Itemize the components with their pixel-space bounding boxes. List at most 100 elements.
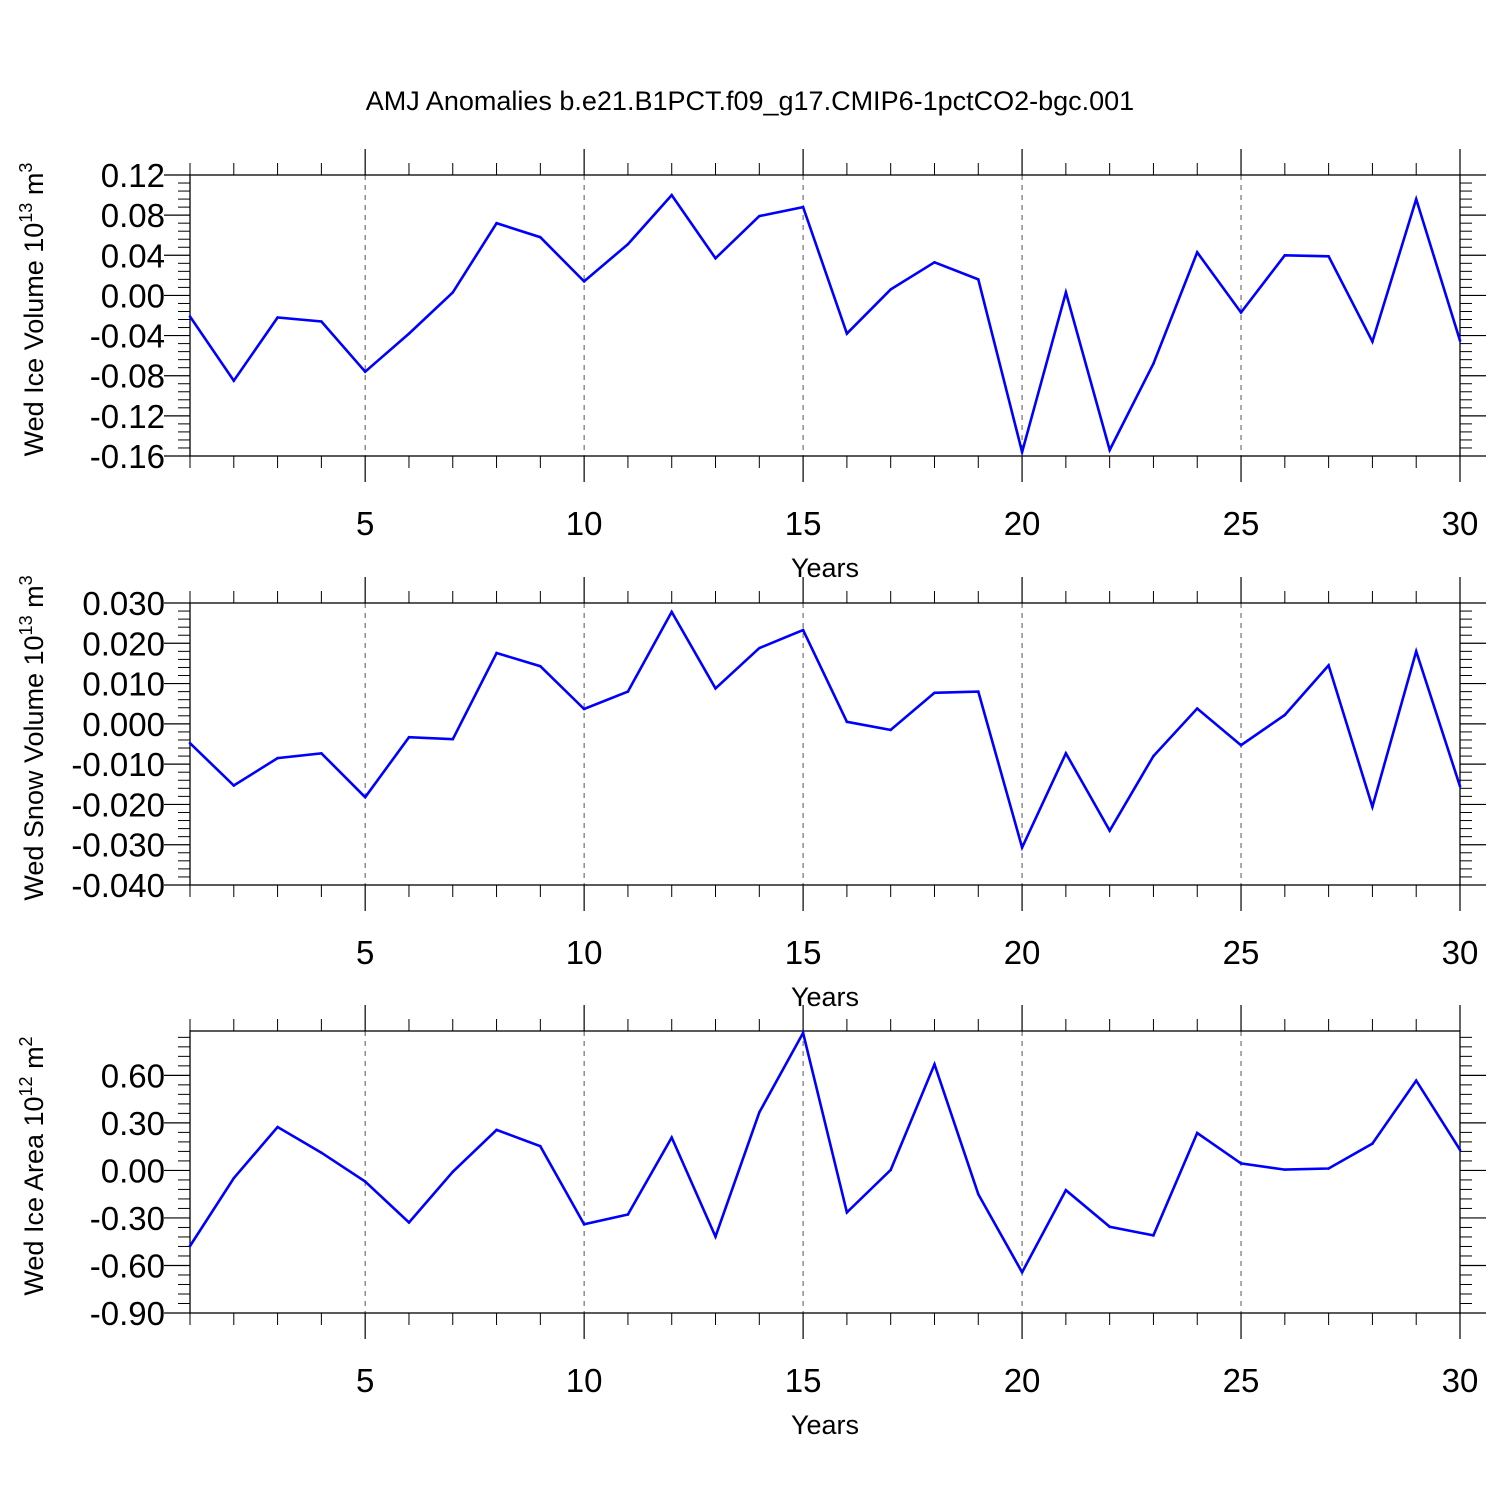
data-point: [1283, 713, 1287, 717]
y-tick-label: 0.030: [82, 585, 165, 622]
data-point: [407, 1221, 411, 1224]
data-point: [1371, 1142, 1374, 1145]
x-tick-label: 5: [356, 1362, 374, 1399]
data-point: [582, 280, 586, 283]
data-point: [1371, 340, 1374, 343]
y-tick-label: 0.00: [101, 277, 165, 314]
y-tick-label: -0.010: [71, 746, 165, 783]
y-tick-label: -0.08: [90, 358, 165, 395]
data-point: [933, 261, 936, 264]
data-point: [1414, 1079, 1418, 1082]
data-point: [1239, 743, 1243, 747]
data-point: [1108, 829, 1111, 832]
data-point: [1414, 197, 1418, 201]
data-point: [845, 720, 849, 724]
data-point: [451, 1170, 455, 1174]
data-point: [1195, 707, 1199, 710]
y-tick-label: 0.000: [82, 706, 165, 743]
x-tick-label: 10: [566, 934, 603, 971]
data-point: [407, 332, 411, 335]
x-tick-label: 5: [356, 934, 374, 971]
data-point: [363, 795, 367, 799]
y-tick-label: -0.60: [90, 1247, 165, 1284]
data-point: [626, 242, 630, 246]
x-tick-label: 10: [566, 1362, 603, 1399]
data-point: [933, 691, 936, 695]
x-tick-label: 15: [785, 505, 822, 542]
y-tick-label: -0.30: [90, 1200, 165, 1237]
x-axis-label: Years: [791, 982, 859, 1012]
data-point: [407, 735, 411, 739]
data-point: [758, 1111, 761, 1114]
y-tick-label: 0.08: [101, 197, 165, 234]
data-point: [1108, 1225, 1111, 1229]
y-tick-label: 0.12: [101, 157, 165, 194]
snow-volume-series-line: [189, 609, 1462, 852]
x-tick-label: 15: [785, 1362, 822, 1399]
data-point: [714, 687, 717, 690]
x-tick-label: 30: [1442, 505, 1479, 542]
plot-frame: [189, 602, 1461, 886]
data-point: [889, 288, 892, 291]
data-point: [670, 193, 674, 197]
y-axis-label: Wed Ice Area 1012 m2: [16, 1036, 49, 1295]
data-point: [1152, 1234, 1155, 1237]
data-point: [582, 707, 586, 711]
data-point: [1064, 1188, 1068, 1192]
data-point: [539, 1144, 542, 1148]
data-point: [1064, 291, 1068, 294]
data-point: [670, 1136, 674, 1139]
data-point: [232, 379, 236, 383]
x-tick-label: 30: [1442, 1362, 1479, 1399]
x-axis-label: Years: [791, 1410, 859, 1440]
y-tick-label: -0.020: [71, 786, 165, 823]
data-point: [1020, 450, 1024, 454]
data-point: [188, 741, 192, 745]
data-point: [889, 728, 892, 732]
y-axis-label: Wed Ice Volume 1013 m3: [16, 163, 49, 457]
data-point: [1108, 448, 1111, 452]
ice-area-series-line: [188, 1029, 1462, 1276]
data-point: [451, 291, 455, 294]
data-point: [976, 278, 980, 281]
data-point: [188, 1244, 192, 1248]
y-tick-label: 0.60: [101, 1057, 165, 1094]
data-point: [670, 610, 674, 614]
data-point: [714, 1235, 717, 1238]
data-point: [845, 1211, 849, 1214]
y-axis-label: Wed Snow Volume 1013 m3: [16, 575, 49, 900]
y-tick-label: -0.16: [90, 438, 165, 475]
data-point: [1064, 751, 1068, 755]
data-point: [539, 664, 542, 668]
x-tick-label: 25: [1223, 1362, 1260, 1399]
data-point: [1283, 1168, 1287, 1171]
data-point: [276, 316, 279, 319]
y-tick-label: -0.030: [71, 827, 165, 864]
snow-volume-panel: 5 10 15 20 25 30 -0.040-0.030 -0.020-0.0100.000…: [16, 575, 1486, 1012]
ice-volume-series-line: [188, 193, 1462, 458]
plot-frame: [189, 1030, 1461, 1314]
y-tick-label: -0.040: [71, 867, 165, 904]
y-tick-label: 0.00: [101, 1152, 165, 1189]
data-point: [1239, 311, 1243, 314]
x-tick-label: 30: [1442, 934, 1479, 971]
data-point: [363, 370, 367, 374]
data-point: [976, 1192, 980, 1196]
data-point: [845, 332, 849, 335]
data-point: [1371, 805, 1374, 809]
data-point: [626, 1213, 630, 1216]
page-title: AMJ Anomalies b.e21.B1PCT.f09_g17.CMIP6-…: [365, 86, 1135, 116]
data-point: [1327, 254, 1330, 258]
data-point: [363, 1180, 367, 1183]
x-tick-label: 10: [566, 505, 603, 542]
y-tick-label: -0.04: [90, 318, 165, 355]
y-tick-label: 0.010: [82, 666, 165, 703]
data-point: [495, 1128, 498, 1132]
y-tick-label: -0.90: [90, 1295, 165, 1332]
data-point: [714, 256, 717, 260]
data-point: [320, 1151, 323, 1154]
y-tick-label: 0.020: [82, 625, 165, 662]
y-tick-label: 0.30: [101, 1105, 165, 1142]
data-point: [539, 235, 542, 239]
